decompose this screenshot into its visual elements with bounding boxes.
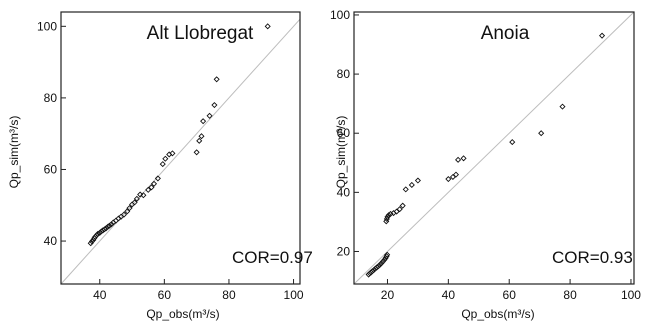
data-point bbox=[133, 195, 140, 202]
data-point bbox=[599, 32, 606, 39]
data-point bbox=[396, 206, 403, 213]
y-tick-label: 20 bbox=[337, 244, 351, 258]
data-point bbox=[376, 261, 383, 268]
data-point bbox=[373, 264, 380, 271]
data-point bbox=[385, 212, 392, 219]
data-point bbox=[150, 180, 158, 187]
data-point bbox=[381, 256, 388, 263]
data-point bbox=[131, 199, 138, 206]
x-axis-label: Qp_obs(m³/s) bbox=[461, 307, 534, 321]
points-group bbox=[87, 23, 271, 247]
data-point bbox=[379, 258, 386, 265]
x-ticks: 40 60 80 100 bbox=[93, 279, 304, 302]
data-point bbox=[88, 238, 96, 245]
data-point bbox=[120, 211, 128, 218]
x-tick-label: 100 bbox=[284, 288, 304, 302]
x-axis-label: Qp_obs(m³/s) bbox=[146, 307, 219, 321]
x-tick-label: 60 bbox=[158, 288, 172, 302]
y-tick-label: 80 bbox=[44, 91, 58, 105]
data-point bbox=[206, 112, 213, 119]
data-point bbox=[399, 202, 406, 209]
data-point bbox=[159, 161, 166, 168]
data-point bbox=[104, 223, 111, 230]
data-point bbox=[92, 233, 99, 240]
panel-anoia: 20 40 60 80 100 20 40 60 80 100 Anoia COR=0.93 Q… bbox=[330, 8, 641, 321]
cor-annotation: COR=0.93 bbox=[552, 248, 633, 267]
data-point bbox=[137, 191, 144, 198]
data-point bbox=[140, 192, 147, 199]
x-tick-label: 80 bbox=[563, 288, 577, 302]
y-tick-label: 60 bbox=[337, 126, 351, 140]
data-point bbox=[375, 263, 382, 270]
cor-annotation: COR=0.97 bbox=[232, 248, 313, 267]
x-ticks: 20 40 60 80 100 bbox=[381, 279, 641, 302]
data-point bbox=[198, 133, 205, 140]
data-point bbox=[387, 210, 394, 217]
y-tick-label: 80 bbox=[337, 67, 351, 81]
identity-line bbox=[353, 11, 635, 285]
data-point bbox=[213, 76, 220, 83]
data-point bbox=[96, 229, 103, 236]
y-ticks: 40 60 80 100 bbox=[37, 19, 66, 248]
data-point bbox=[402, 186, 409, 193]
panel-alt-llobregat: 40 60 80 100 40 60 80 100 Alt Llobregat COR=0.… bbox=[7, 11, 313, 321]
data-point bbox=[101, 226, 108, 233]
data-point bbox=[455, 156, 462, 163]
data-point bbox=[369, 268, 376, 275]
data-point bbox=[370, 267, 377, 274]
data-point bbox=[384, 251, 391, 258]
data-point bbox=[124, 208, 131, 215]
data-point bbox=[452, 171, 459, 178]
y-tick-label: 40 bbox=[337, 185, 351, 199]
x-tick-label: 80 bbox=[222, 288, 236, 302]
x-tick-label: 20 bbox=[381, 288, 395, 302]
plot-frame bbox=[60, 11, 301, 285]
data-point bbox=[559, 103, 566, 110]
data-point bbox=[193, 149, 200, 156]
identity-line bbox=[60, 18, 301, 285]
data-point bbox=[148, 184, 155, 191]
y-tick-label: 40 bbox=[44, 234, 58, 248]
data-point bbox=[162, 155, 169, 162]
x-tick-label: 100 bbox=[621, 288, 641, 302]
data-point bbox=[408, 181, 415, 188]
data-point bbox=[108, 221, 115, 228]
data-point bbox=[378, 260, 385, 267]
panel-title: Anoia bbox=[481, 23, 530, 44]
data-point bbox=[384, 213, 391, 220]
data-point bbox=[103, 225, 110, 232]
y-tick-label: 100 bbox=[37, 19, 57, 33]
y-ticks: 20 40 60 80 100 bbox=[330, 8, 359, 258]
panel-title: Alt Llobregat bbox=[147, 23, 254, 44]
data-point bbox=[538, 130, 545, 137]
points-group bbox=[365, 32, 606, 278]
data-point bbox=[414, 177, 421, 184]
data-point bbox=[211, 102, 218, 109]
y-axis-label: Qp_sim(m³/s) bbox=[7, 116, 21, 189]
data-point bbox=[200, 118, 207, 125]
data-point bbox=[126, 205, 133, 212]
x-tick-label: 40 bbox=[93, 288, 107, 302]
y-tick-label: 60 bbox=[44, 162, 58, 176]
y-axis-label: Qp_sim(m³/s) bbox=[334, 116, 348, 189]
data-point bbox=[106, 222, 113, 229]
data-point bbox=[145, 186, 152, 193]
data-point bbox=[460, 155, 467, 162]
data-point bbox=[196, 137, 203, 144]
data-point bbox=[87, 240, 94, 247]
x-tick-label: 60 bbox=[503, 288, 517, 302]
data-point bbox=[169, 150, 176, 157]
plot-frame bbox=[353, 11, 635, 285]
data-point bbox=[509, 139, 516, 146]
data-point bbox=[445, 176, 452, 183]
x-tick-label: 40 bbox=[442, 288, 456, 302]
data-point bbox=[94, 230, 101, 237]
data-point bbox=[264, 23, 271, 30]
data-point bbox=[93, 232, 100, 239]
y-tick-label: 100 bbox=[330, 8, 350, 22]
data-point bbox=[154, 175, 161, 182]
